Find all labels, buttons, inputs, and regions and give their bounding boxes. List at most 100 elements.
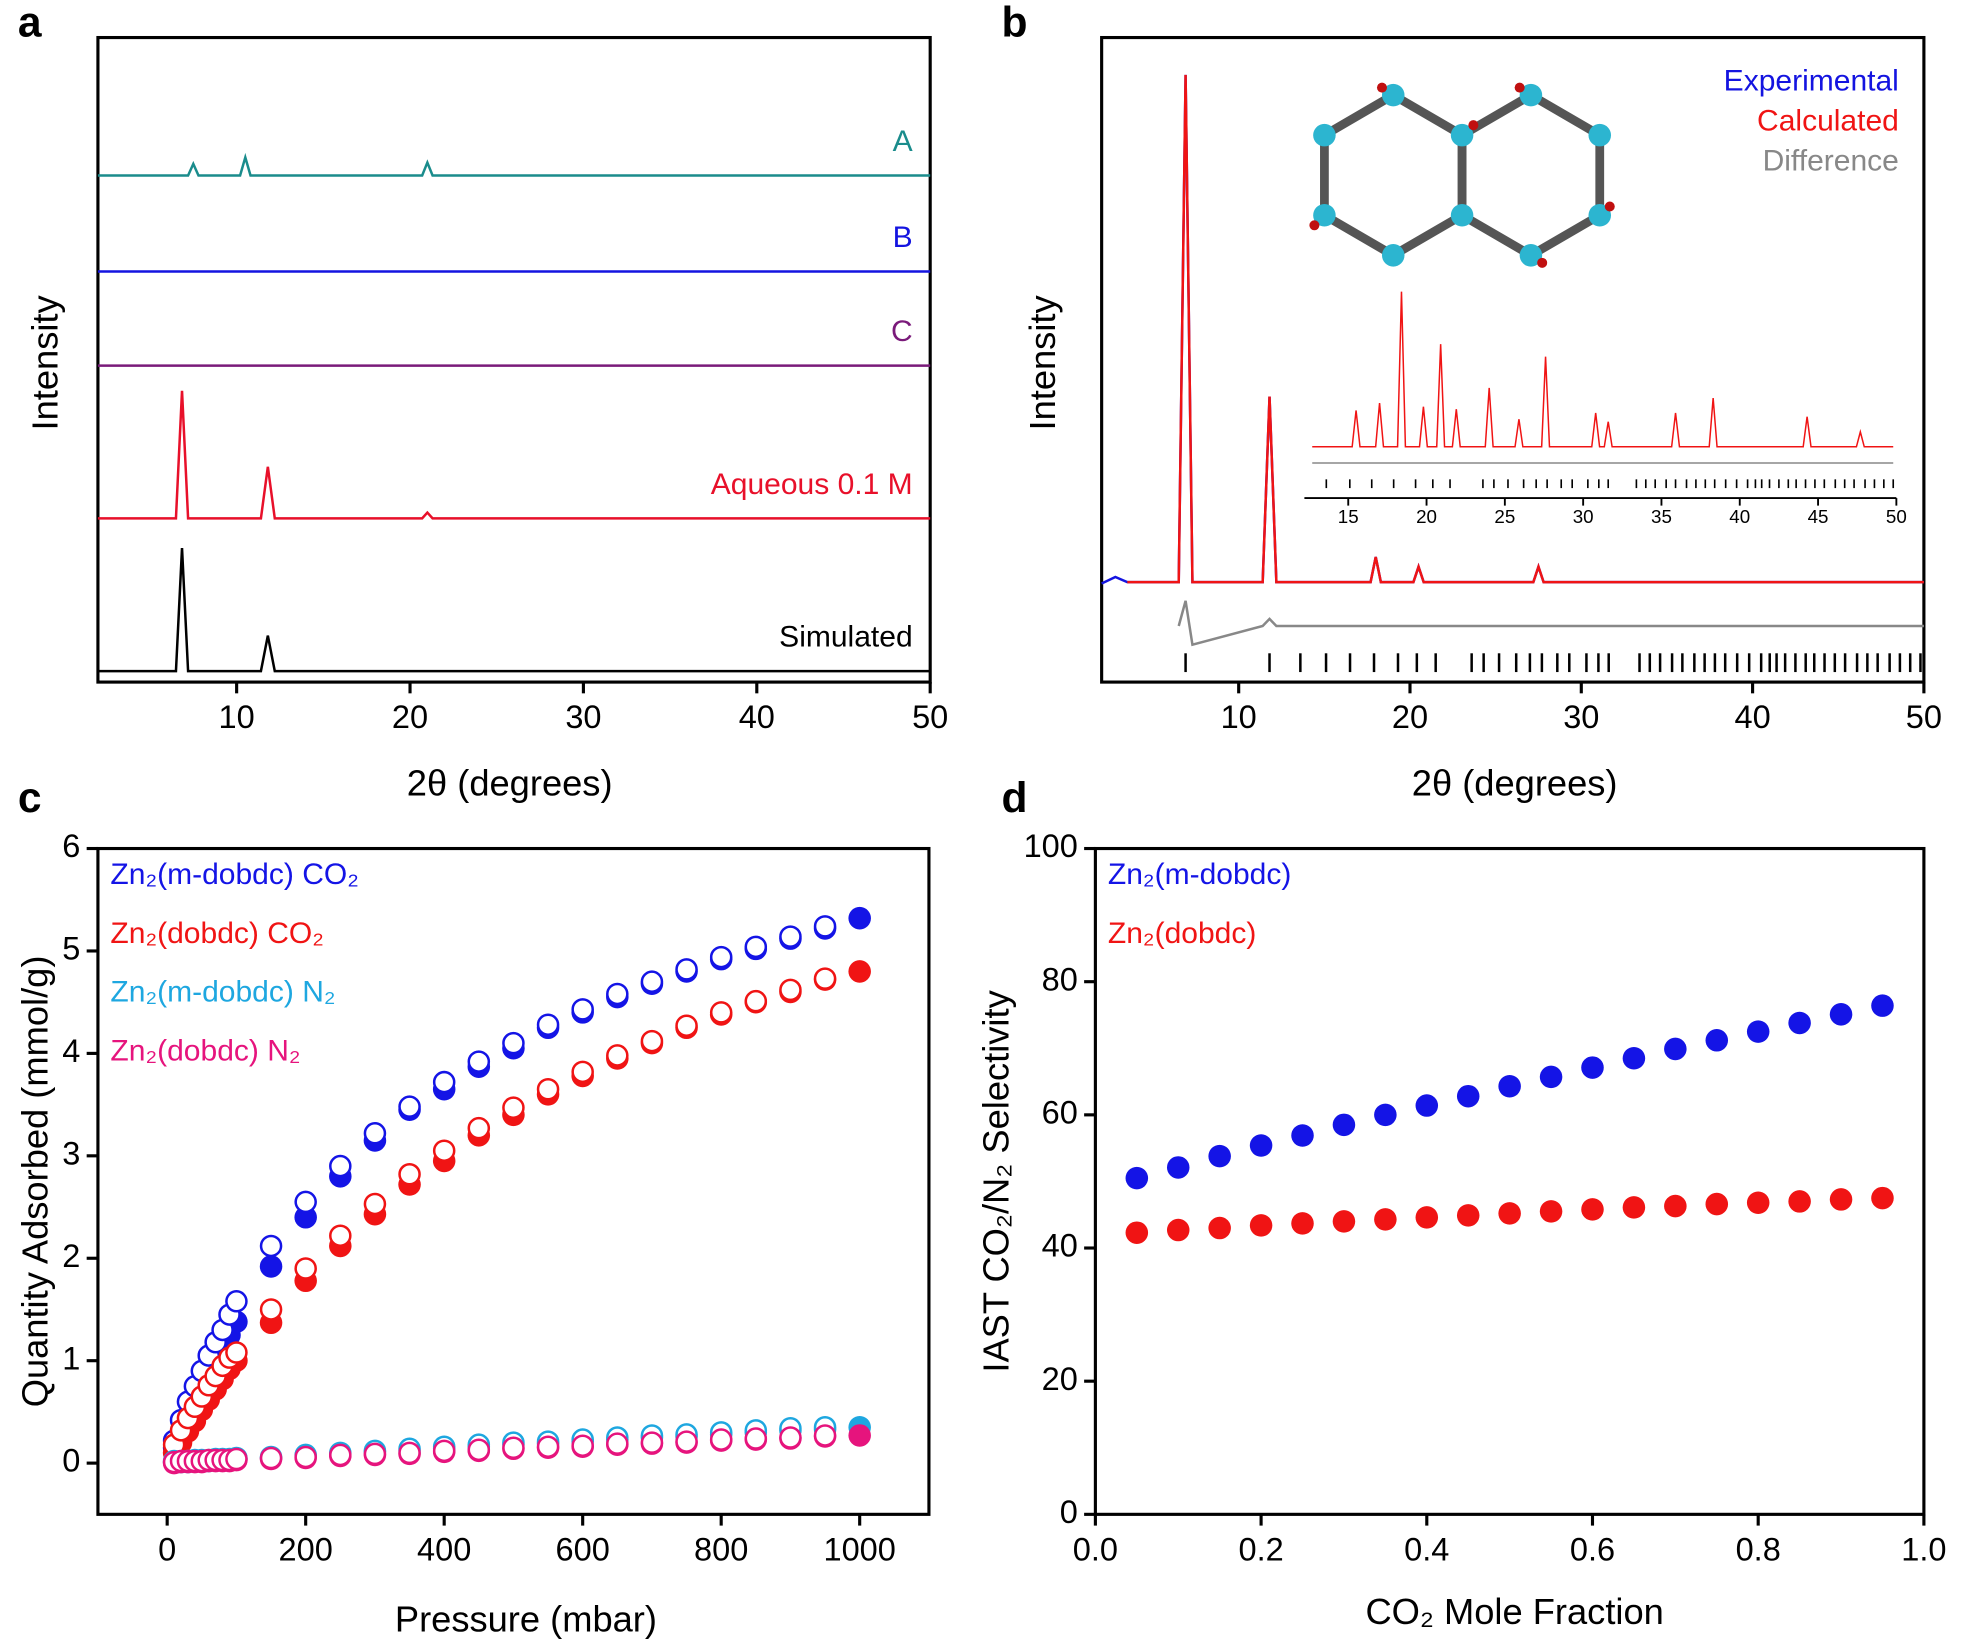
y-tick-label: 1: [62, 1340, 80, 1376]
data-line: [1312, 291, 1894, 448]
x-tick-label: 1000: [824, 1531, 896, 1567]
marker-open: [259, 1298, 283, 1321]
marker: [1622, 1196, 1646, 1219]
y-tick-label: 4: [62, 1033, 80, 1069]
marker: [848, 906, 871, 930]
plot-frame: [96, 35, 932, 684]
marker-open: [502, 1031, 525, 1055]
atoms: [1309, 82, 1615, 268]
marker-open: [813, 915, 837, 938]
panel-label: b: [1002, 0, 1028, 46]
y-tick-label: 20: [1042, 1361, 1078, 1397]
marker-open: [606, 982, 629, 1006]
marker-open: [536, 1077, 560, 1101]
x-axis-label: 2θ (degrees): [1412, 763, 1618, 804]
data-line: [1127, 74, 1924, 584]
panel-label: c: [18, 774, 42, 822]
x-tick-label: 0.2: [1238, 1531, 1283, 1567]
x-tick-label: 40: [1729, 506, 1750, 527]
x-tick-label: 20: [392, 699, 428, 735]
marker-open: [363, 1192, 387, 1216]
x-tick-label: 30: [1563, 699, 1599, 735]
x-tick-label: 30: [1573, 506, 1594, 527]
marker-open: [536, 1013, 560, 1036]
x-tick-label: 15: [1338, 506, 1359, 527]
marker: [1746, 1020, 1770, 1043]
marker-open: [502, 1436, 525, 1460]
x-tick-label: 200: [279, 1531, 333, 1567]
pore: [1457, 90, 1605, 261]
x-tick-label: 40: [1735, 699, 1771, 735]
marker: [1456, 1204, 1480, 1227]
y-tick-label: 2: [62, 1238, 80, 1274]
panel-label: a: [18, 0, 42, 46]
marker-open: [432, 1139, 456, 1162]
x-tick-label: 20: [1416, 506, 1437, 527]
x-tick-label: 0.4: [1404, 1531, 1449, 1567]
marker-open: [432, 1070, 456, 1094]
marker: [259, 1255, 283, 1278]
marker-open: [640, 1029, 664, 1053]
y-tick-label: 60: [1042, 1094, 1078, 1130]
marker: [1166, 1156, 1190, 1179]
x-axis-label: CO₂ Mole Fraction: [1365, 1591, 1663, 1632]
marker: [1125, 1166, 1149, 1190]
x-tick-label: 0.0: [1073, 1531, 1118, 1567]
x-tick-label: 50: [912, 699, 948, 735]
y-tick-label: 0: [62, 1443, 80, 1479]
marker-open: [398, 1095, 421, 1118]
marker-open: [709, 945, 733, 969]
marker: [1664, 1194, 1687, 1218]
series-label: B: [893, 221, 913, 254]
data-line: [1177, 600, 1924, 647]
marker: [1125, 1221, 1149, 1244]
marker: [1581, 1056, 1604, 1079]
marker: [1415, 1094, 1439, 1117]
marker: [1415, 1206, 1439, 1229]
legend-entry: Zn₂(dobdc) CO₂: [110, 917, 323, 950]
marker-open: [225, 1447, 248, 1471]
y-tick-label: 6: [62, 828, 80, 864]
legend-entry: Zn₂(m-dobdc) CO₂: [110, 858, 358, 891]
legend-entry: Zn₂(dobdc): [1108, 917, 1256, 950]
y-tick-label: 100: [1024, 828, 1078, 864]
marker: [1581, 1198, 1604, 1221]
x-tick-label: 0.6: [1570, 1531, 1615, 1567]
marker-open: [571, 998, 594, 1021]
x-tick-label: 400: [417, 1531, 471, 1567]
marker: [1249, 1214, 1273, 1237]
x-tick-label: 1.0: [1901, 1531, 1946, 1567]
legend-entry: Zn₂(m-dobdc): [1108, 858, 1291, 891]
marker-open: [675, 1430, 698, 1453]
y-tick-label: 5: [62, 931, 80, 967]
x-tick-label: 25: [1494, 506, 1515, 527]
marker-open: [259, 1234, 283, 1258]
marker-open: [744, 935, 768, 959]
pore: [1320, 90, 1467, 261]
x-tick-label: 45: [1808, 506, 1829, 527]
x-tick-label: 20: [1392, 699, 1428, 735]
x-tick-label: 30: [565, 699, 601, 735]
marker-open: [813, 967, 837, 990]
marker: [1332, 1113, 1356, 1137]
y-tick-label: 40: [1042, 1228, 1078, 1264]
y-tick-label: 0: [1060, 1494, 1078, 1530]
plot-frame: [1100, 35, 1926, 684]
marker-open: [294, 1445, 317, 1469]
marker: [1788, 1190, 1811, 1213]
marker-open: [259, 1446, 283, 1470]
marker-open: [709, 1428, 733, 1451]
marker-open: [813, 1424, 837, 1447]
marker: [1374, 1103, 1397, 1127]
y-axis-label: Quantity Adsorbed (mmol/g): [14, 956, 55, 1408]
marker-open: [329, 1224, 352, 1247]
marker-open: [363, 1122, 387, 1145]
marker: [1291, 1124, 1314, 1147]
marker: [1788, 1011, 1811, 1035]
marker-open: [329, 1443, 352, 1467]
marker-open: [502, 1096, 525, 1119]
plot-frame: [1093, 846, 1926, 1516]
x-tick-label: 10: [1221, 699, 1257, 735]
